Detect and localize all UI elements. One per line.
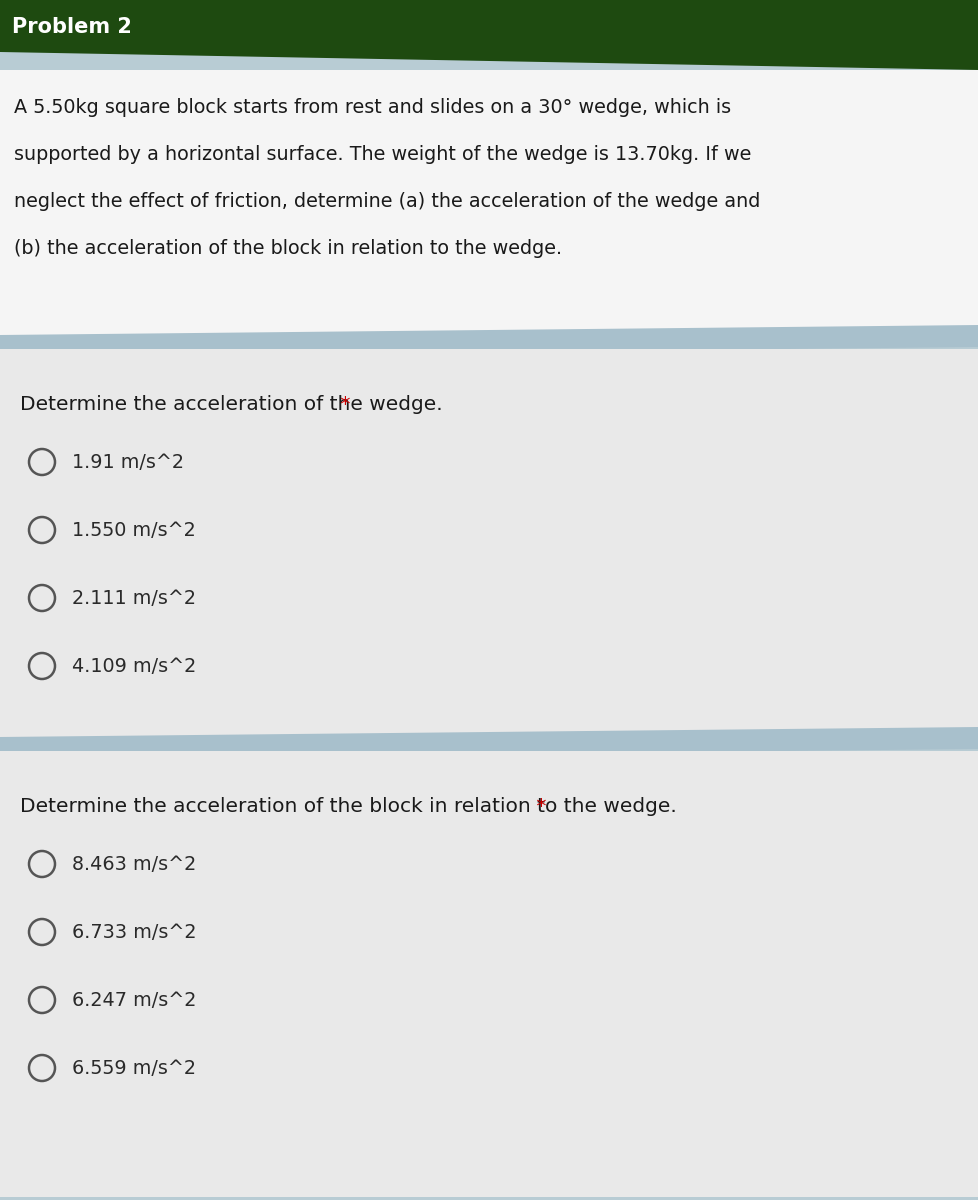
Text: 6.247 m/s^2: 6.247 m/s^2	[72, 990, 197, 1009]
FancyBboxPatch shape	[0, 349, 978, 745]
FancyBboxPatch shape	[0, 70, 978, 335]
Text: 1.91 m/s^2: 1.91 m/s^2	[72, 452, 184, 472]
FancyBboxPatch shape	[0, 751, 978, 1198]
Text: *: *	[333, 395, 350, 414]
Text: 4.109 m/s^2: 4.109 m/s^2	[72, 656, 196, 676]
Text: (b) the acceleration of the block in relation to the wedge.: (b) the acceleration of the block in rel…	[14, 239, 561, 258]
FancyBboxPatch shape	[0, 1189, 978, 1200]
Text: A 5.50kg square block starts from rest and slides on a 30° wedge, which is: A 5.50kg square block starts from rest a…	[14, 98, 731, 116]
Polygon shape	[0, 727, 978, 758]
Text: Problem 2: Problem 2	[12, 17, 132, 37]
Text: 2.111 m/s^2: 2.111 m/s^2	[72, 588, 196, 607]
Text: 6.733 m/s^2: 6.733 m/s^2	[72, 923, 197, 942]
Text: *: *	[530, 797, 546, 816]
Text: supported by a horizontal surface. The weight of the wedge is 13.70kg. If we: supported by a horizontal surface. The w…	[14, 145, 750, 164]
Text: 8.463 m/s^2: 8.463 m/s^2	[72, 854, 196, 874]
Text: 1.550 m/s^2: 1.550 m/s^2	[72, 521, 196, 540]
Text: Determine the acceleration of the block in relation to the wedge.: Determine the acceleration of the block …	[20, 797, 676, 816]
Text: Determine the acceleration of the wedge.: Determine the acceleration of the wedge.	[20, 395, 442, 414]
Polygon shape	[0, 325, 978, 358]
Text: neglect the effect of friction, determine (a) the acceleration of the wedge and: neglect the effect of friction, determin…	[14, 192, 760, 211]
Polygon shape	[0, 0, 978, 70]
Text: 6.559 m/s^2: 6.559 m/s^2	[72, 1058, 196, 1078]
